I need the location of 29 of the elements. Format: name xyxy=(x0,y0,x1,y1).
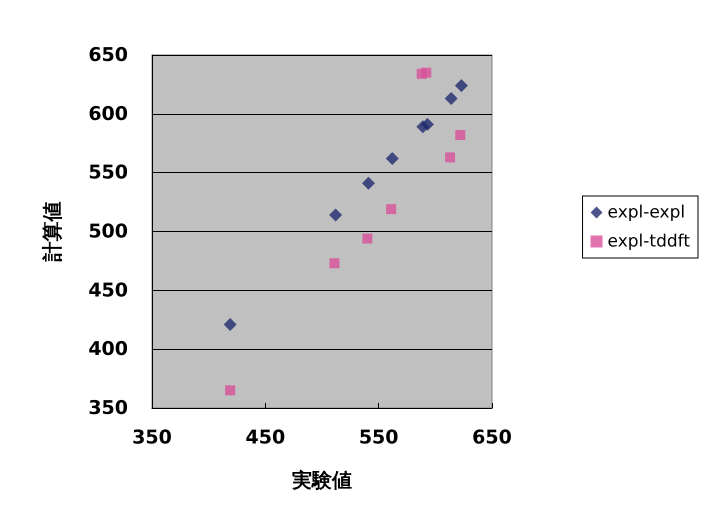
point xyxy=(420,118,434,131)
point xyxy=(224,318,237,331)
x-tick-label: 350 xyxy=(132,426,172,448)
x-axis-title: 実験値 xyxy=(291,468,352,492)
x-tick-label: 550 xyxy=(358,426,399,448)
y-tick-label: 500 xyxy=(88,220,128,242)
point xyxy=(444,92,458,106)
point xyxy=(421,68,432,78)
point xyxy=(362,234,372,244)
point xyxy=(386,204,396,214)
y-tick-label: 650 xyxy=(88,44,128,66)
y-axis-title: 計算値 xyxy=(40,202,64,262)
point xyxy=(225,385,236,396)
point xyxy=(329,208,342,222)
point xyxy=(362,176,375,190)
x-tick-label: 450 xyxy=(245,426,286,448)
y-tick-label: 550 xyxy=(88,162,128,184)
y-tick-label: 600 xyxy=(88,102,128,125)
point xyxy=(329,258,340,268)
y-tick-label: 450 xyxy=(88,279,128,302)
y-tick-label: 400 xyxy=(88,338,128,360)
point xyxy=(454,79,468,92)
legend-label: expl-tddft xyxy=(608,232,690,252)
x-tick-label: 650 xyxy=(472,426,512,448)
point xyxy=(445,152,456,162)
y-tick-label: 350 xyxy=(88,397,128,419)
point xyxy=(386,152,399,166)
point xyxy=(455,130,466,140)
legend-label: expl-expl xyxy=(608,202,686,222)
